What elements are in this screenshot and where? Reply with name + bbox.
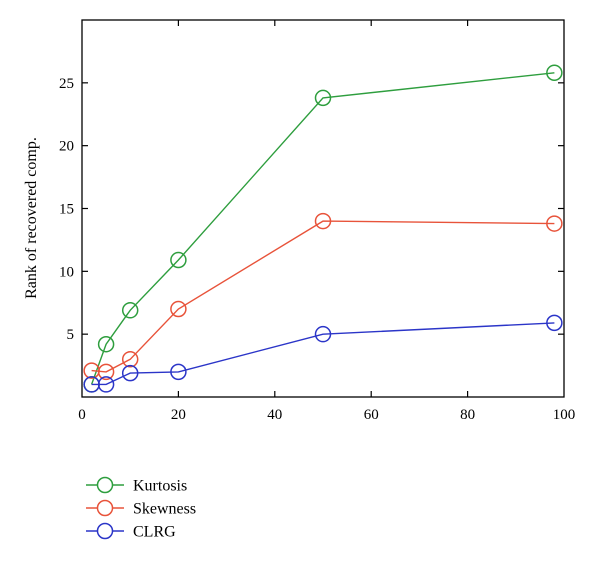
data-point-clrg [121,364,139,382]
legend-item-kurtosis: Kurtosis [86,476,187,495]
data-point-skewness [546,215,563,232]
data-point-kurtosis [97,335,115,353]
data-point-kurtosis [314,89,332,107]
y-tick-label: 25 [59,76,74,92]
series-line-clrg [91,322,555,386]
x-tick-label: 100 [553,407,576,423]
data-point-clrg [314,325,332,343]
y-axis-title: Rank of recovered comp. [23,137,40,299]
x-tick-label: 0 [78,407,86,423]
data-point-clrg [546,314,563,332]
data-point-skewness [97,363,115,381]
data-point-kurtosis [546,64,563,82]
legend: Kurtosis Skewness CLRG [86,476,196,541]
data-point-kurtosis [170,251,187,269]
data-point-clrg [97,376,115,393]
x-tick-label: 40 [267,407,282,423]
series-layer [83,64,563,393]
legend-marker [96,522,114,540]
data-point-skewness [170,300,187,318]
series-line-skewness [91,220,555,373]
data-point-skewness [121,351,139,368]
data-point-skewness [314,212,332,230]
legend-item-clrg: CLRG [86,522,176,541]
x-tick-label: 60 [364,407,379,423]
y-axis: 5 10 15 20 25 [59,76,564,343]
data-point-skewness [83,362,100,379]
series-skewness [83,212,563,381]
legend-marker [96,476,114,494]
data-point-clrg [170,363,187,381]
x-axis: 0 20 40 60 80 100 [78,20,575,423]
y-tick-label: 10 [59,264,74,280]
legend-marker [96,499,114,517]
legend-label: Kurtosis [133,478,187,495]
data-point-kurtosis [121,302,139,319]
legend-label: CLRG [133,524,176,541]
y-tick-label: 20 [59,139,74,155]
y-tick-label: 5 [67,327,75,343]
legend-item-skewness: Skewness [86,499,196,518]
data-point-clrg [83,376,100,393]
y-tick-label: 15 [59,202,74,218]
series-clrg [83,314,563,393]
x-tick-label: 20 [171,407,186,423]
legend-label: Skewness [133,501,196,518]
x-tick-label: 80 [460,407,475,423]
